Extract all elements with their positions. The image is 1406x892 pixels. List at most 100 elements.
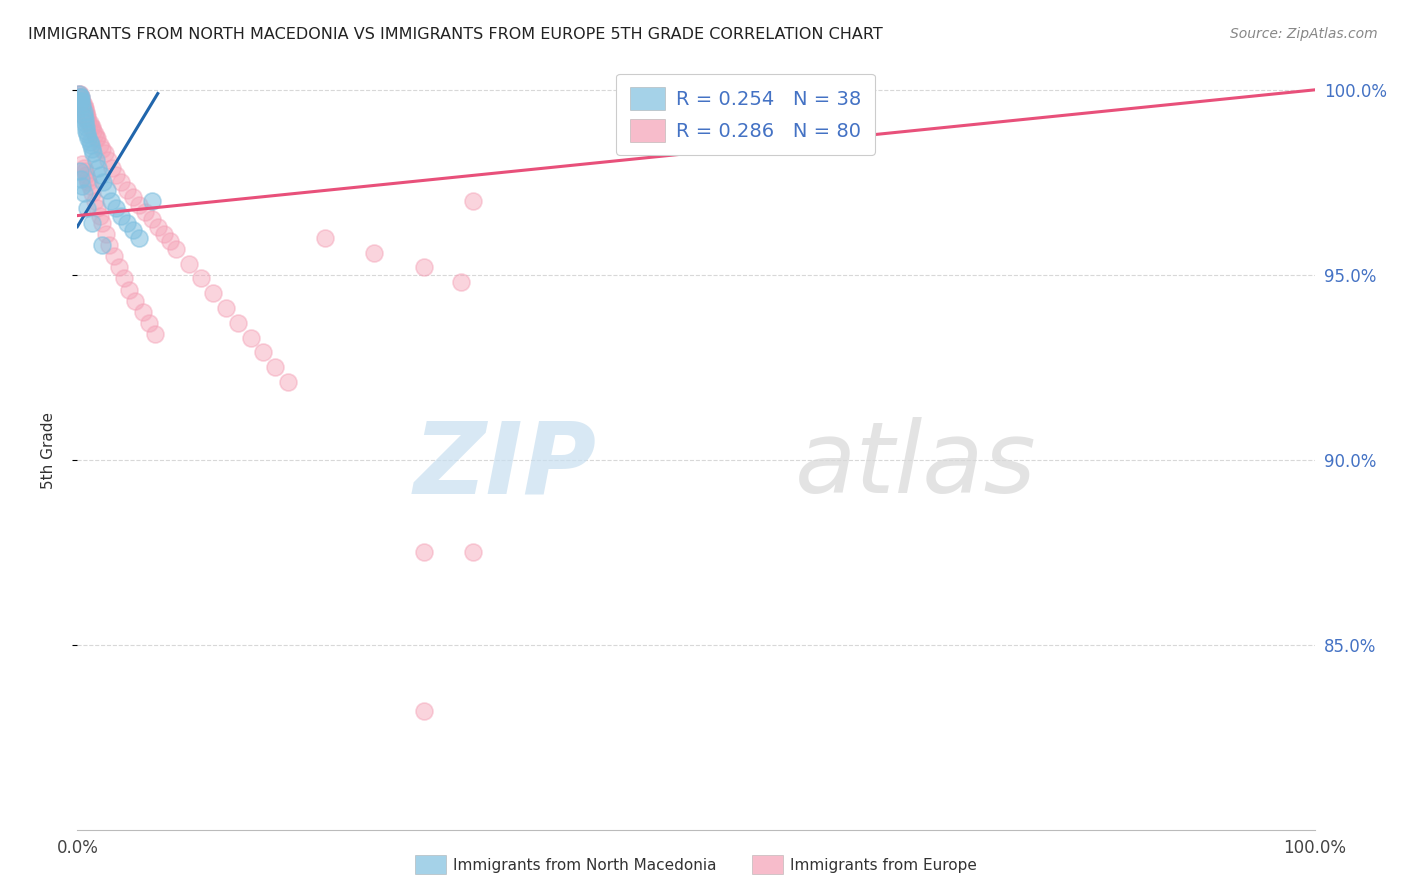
- Point: [82, 186, 104, 201]
- Point: [412, 260, 434, 275]
- Point: [75, 120, 97, 134]
- Point: [98, 238, 121, 252]
- Point: [84, 153, 107, 168]
- Point: [115, 216, 138, 230]
- Point: [153, 227, 176, 241]
- Point: [70, 94, 93, 108]
- Point: [79, 135, 101, 149]
- Point: [73, 112, 96, 127]
- Point: [122, 223, 145, 237]
- Point: [76, 112, 98, 127]
- Text: Immigrants from Europe: Immigrants from Europe: [790, 858, 977, 872]
- Point: [73, 116, 96, 130]
- Point: [89, 209, 111, 223]
- Point: [75, 109, 97, 123]
- Point: [72, 101, 94, 115]
- Point: [97, 153, 120, 168]
- Text: Source: ZipAtlas.com: Source: ZipAtlas.com: [1230, 27, 1378, 41]
- Point: [450, 275, 472, 289]
- Point: [808, 90, 831, 104]
- Point: [70, 90, 93, 104]
- Point: [226, 316, 249, 330]
- Point: [103, 249, 125, 263]
- Point: [75, 123, 97, 137]
- Point: [82, 123, 104, 137]
- Point: [86, 201, 108, 215]
- Point: [108, 260, 131, 275]
- Point: [72, 186, 94, 201]
- Point: [73, 105, 96, 120]
- Point: [412, 704, 434, 718]
- Point: [90, 168, 112, 182]
- Point: [96, 183, 118, 197]
- Point: [67, 87, 90, 101]
- Point: [72, 105, 94, 120]
- Point: [76, 127, 98, 141]
- Point: [128, 231, 150, 245]
- Point: [412, 545, 434, 559]
- Text: IMMIGRANTS FROM NORTH MACEDONIA VS IMMIGRANTS FROM EUROPE 5TH GRADE CORRELATION : IMMIGRANTS FROM NORTH MACEDONIA VS IMMIG…: [28, 27, 883, 42]
- Point: [72, 97, 94, 112]
- Point: [115, 183, 138, 197]
- Point: [463, 194, 485, 208]
- Point: [72, 179, 94, 194]
- Point: [128, 197, 150, 211]
- Point: [146, 219, 169, 234]
- Point: [91, 142, 114, 156]
- Point: [82, 120, 104, 134]
- Point: [264, 360, 287, 375]
- Point: [69, 94, 91, 108]
- Point: [70, 171, 93, 186]
- Point: [75, 105, 97, 120]
- Point: [110, 209, 132, 223]
- Point: [67, 87, 90, 101]
- Point: [72, 94, 94, 108]
- Point: [73, 101, 96, 115]
- Point: [100, 194, 122, 208]
- Point: [76, 201, 98, 215]
- Point: [215, 301, 238, 315]
- Point: [124, 293, 146, 308]
- Y-axis label: 5th Grade: 5th Grade: [42, 412, 56, 489]
- Point: [69, 90, 91, 104]
- Point: [72, 97, 94, 112]
- Point: [159, 235, 181, 249]
- Point: [132, 305, 155, 319]
- Point: [72, 161, 94, 175]
- Point: [72, 101, 94, 115]
- Point: [104, 168, 127, 182]
- Point: [83, 194, 105, 208]
- Text: atlas: atlas: [794, 417, 1036, 514]
- Point: [82, 145, 104, 160]
- Point: [91, 216, 114, 230]
- Point: [69, 94, 91, 108]
- Point: [463, 545, 485, 559]
- Point: [87, 161, 110, 175]
- Point: [77, 116, 100, 130]
- Point: [252, 345, 274, 359]
- Point: [190, 271, 212, 285]
- Point: [314, 231, 336, 245]
- Point: [72, 109, 94, 123]
- Point: [141, 212, 163, 227]
- Point: [112, 271, 135, 285]
- Point: [134, 205, 156, 219]
- Point: [82, 216, 104, 230]
- Point: [91, 238, 114, 252]
- Point: [79, 179, 101, 194]
- Point: [94, 227, 117, 241]
- Point: [89, 138, 111, 153]
- Point: [91, 175, 114, 189]
- Point: [69, 164, 91, 178]
- Point: [73, 164, 96, 178]
- Point: [75, 168, 97, 182]
- Point: [80, 138, 103, 153]
- Point: [77, 131, 100, 145]
- Point: [69, 90, 91, 104]
- Point: [141, 194, 163, 208]
- Point: [122, 190, 145, 204]
- Point: [82, 142, 104, 156]
- Point: [202, 286, 225, 301]
- Point: [138, 316, 160, 330]
- Point: [165, 242, 187, 256]
